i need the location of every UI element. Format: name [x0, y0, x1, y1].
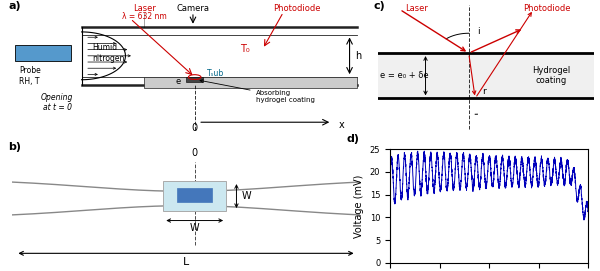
- Text: Hydrogel
coating: Hydrogel coating: [532, 66, 570, 85]
- Bar: [163, 181, 226, 211]
- Text: Probe
RH, T: Probe RH, T: [19, 66, 41, 86]
- Text: Photodiode: Photodiode: [274, 4, 321, 13]
- Text: W: W: [242, 191, 251, 201]
- Text: h: h: [355, 51, 361, 61]
- Text: Opening
at t = 0: Opening at t = 0: [41, 93, 73, 112]
- Text: Humid
nitrogen: Humid nitrogen: [92, 43, 124, 63]
- Text: 0: 0: [191, 148, 198, 158]
- Text: 0: 0: [191, 123, 198, 133]
- Text: Photodiode: Photodiode: [523, 4, 570, 13]
- Text: b): b): [8, 143, 22, 153]
- Y-axis label: Voltage (mV): Voltage (mV): [354, 174, 364, 238]
- Text: r: r: [482, 87, 485, 96]
- Bar: [16, 45, 71, 61]
- Bar: [178, 188, 212, 202]
- Text: i: i: [478, 27, 480, 36]
- Text: e = e₀ + δe: e = e₀ + δe: [380, 71, 429, 80]
- Bar: [186, 77, 203, 82]
- Text: W: W: [190, 223, 200, 233]
- Text: T₀: T₀: [240, 44, 250, 54]
- Text: L: L: [183, 257, 189, 267]
- Text: Laser: Laser: [133, 4, 155, 13]
- Text: Absorbing
hydrogel coating: Absorbing hydrogel coating: [200, 80, 314, 103]
- Text: λ = 632 nm: λ = 632 nm: [122, 12, 167, 21]
- Text: a): a): [8, 1, 21, 11]
- Bar: [144, 77, 356, 88]
- Text: e: e: [176, 76, 181, 86]
- Bar: [378, 53, 594, 98]
- Text: Laser: Laser: [406, 4, 428, 13]
- Text: Tₛub: Tₛub: [207, 69, 224, 78]
- Text: c): c): [374, 1, 385, 11]
- Text: d): d): [346, 134, 359, 144]
- Text: x: x: [339, 120, 345, 130]
- Text: Camera: Camera: [176, 4, 209, 13]
